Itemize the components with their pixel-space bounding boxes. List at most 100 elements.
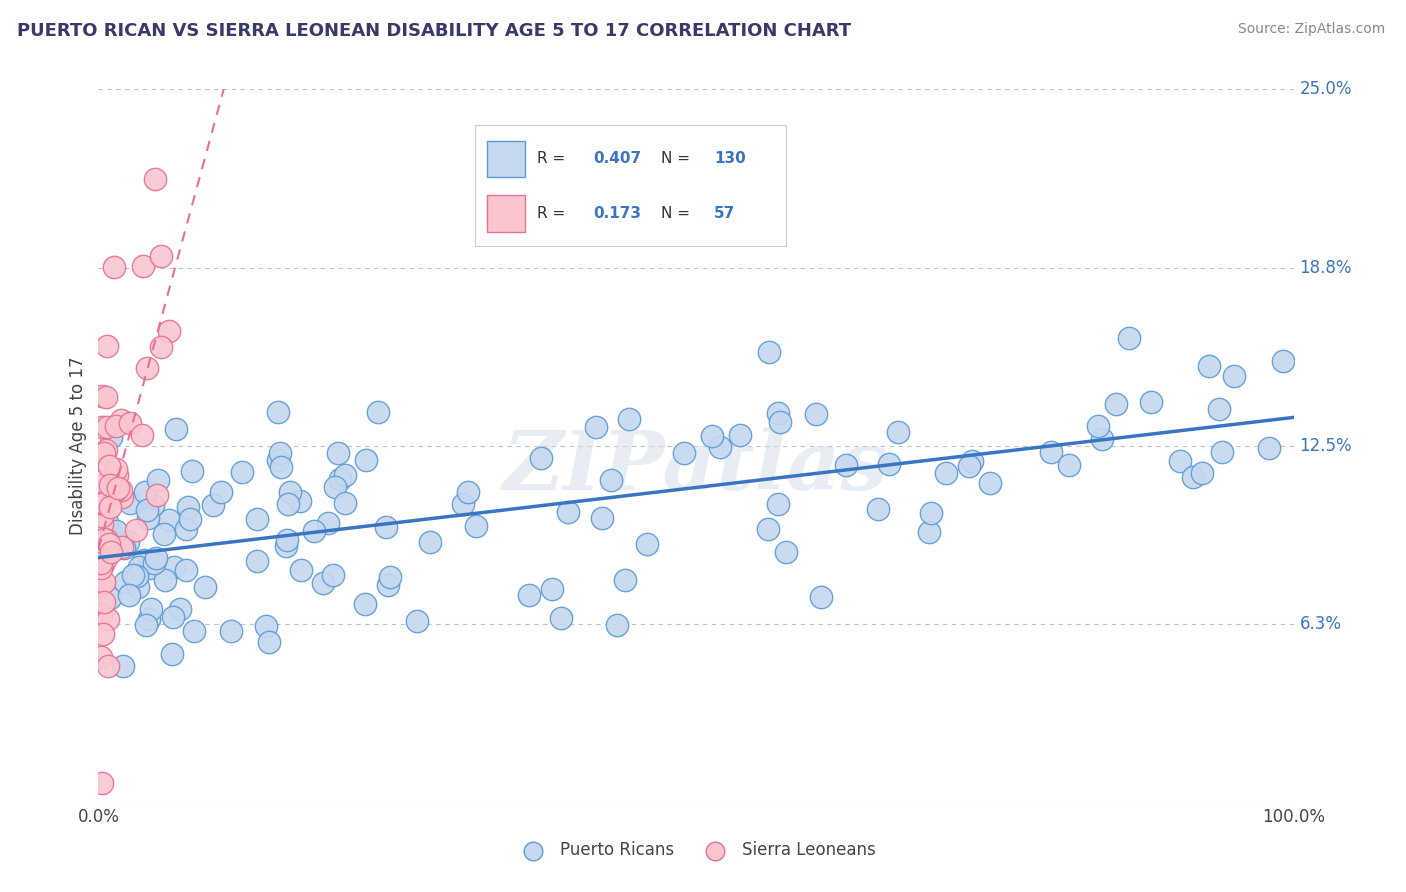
Point: [138, 561, 160, 575]
Point: [1057, 458, 1080, 473]
Point: [804, 407, 827, 421]
Point: [1272, 353, 1295, 368]
Point: [135, 618, 157, 632]
Point: [96, 516, 118, 530]
Point: [90, 389, 112, 403]
Point: [254, 619, 277, 633]
Point: [290, 563, 312, 577]
Point: [600, 473, 623, 487]
Point: [91, 627, 114, 641]
Point: [270, 459, 292, 474]
Point: [201, 498, 224, 512]
Point: [96, 339, 118, 353]
Point: [90, 508, 112, 523]
Point: [105, 467, 128, 482]
Point: [775, 544, 797, 558]
Text: PUERTO RICAN VS SIERRA LEONEAN DISABILITY AGE 5 TO 17 CORRELATION CHART: PUERTO RICAN VS SIERRA LEONEAN DISABILIT…: [17, 22, 851, 40]
Point: [1091, 432, 1114, 446]
Point: [219, 624, 242, 638]
Point: [96, 420, 118, 434]
Point: [419, 535, 441, 549]
Point: [93, 496, 115, 510]
Point: [90, 649, 112, 664]
Point: [174, 563, 197, 577]
Point: [1198, 359, 1220, 374]
Point: [94, 390, 117, 404]
Point: [1182, 470, 1205, 484]
Point: [90, 561, 112, 575]
Point: [550, 611, 572, 625]
Point: [181, 464, 204, 478]
Point: [672, 446, 695, 460]
Point: [111, 659, 134, 673]
Point: [530, 450, 553, 465]
Point: [405, 614, 427, 628]
Point: [194, 580, 217, 594]
Legend: Puerto Ricans, Sierra Leoneans: Puerto Ricans, Sierra Leoneans: [509, 835, 883, 866]
Point: [142, 498, 165, 512]
Point: [728, 428, 751, 442]
Point: [246, 554, 269, 568]
Point: [979, 475, 1001, 490]
Point: [377, 578, 399, 592]
Text: 18.8%: 18.8%: [1299, 259, 1353, 277]
Point: [98, 478, 121, 492]
Point: [304, 524, 326, 538]
Point: [91, 558, 114, 572]
Point: [209, 485, 232, 500]
Point: [157, 513, 180, 527]
Point: [231, 465, 253, 479]
Point: [457, 484, 479, 499]
Point: [290, 493, 312, 508]
Point: [100, 545, 122, 559]
Point: [585, 420, 607, 434]
Point: [163, 560, 186, 574]
Point: [134, 485, 156, 500]
Point: [90, 535, 112, 549]
Point: [104, 483, 127, 498]
Point: [155, 573, 177, 587]
Point: [246, 512, 269, 526]
Point: [378, 570, 401, 584]
Point: [1087, 418, 1109, 433]
Point: [160, 647, 183, 661]
Point: [591, 510, 613, 524]
Point: [957, 458, 980, 473]
Point: [259, 635, 281, 649]
Point: [169, 601, 191, 615]
Point: [100, 430, 122, 444]
Point: [769, 415, 792, 429]
Point: [758, 345, 780, 359]
Point: [375, 519, 398, 533]
Point: [1168, 454, 1191, 468]
Point: [89, 552, 111, 566]
Point: [146, 488, 169, 502]
Point: [329, 472, 352, 486]
Point: [145, 550, 167, 565]
Point: [112, 541, 135, 556]
Point: [322, 567, 344, 582]
Point: [148, 473, 170, 487]
Point: [104, 468, 127, 483]
Point: [105, 419, 128, 434]
Point: [136, 360, 159, 375]
Point: [960, 454, 983, 468]
Point: [125, 523, 148, 537]
Point: [619, 411, 641, 425]
Point: [766, 497, 789, 511]
Point: [756, 522, 779, 536]
Point: [105, 462, 128, 476]
Point: [136, 503, 159, 517]
Point: [766, 406, 789, 420]
Point: [700, 429, 723, 443]
Point: [91, 776, 114, 790]
Point: [1258, 442, 1281, 456]
Point: [451, 497, 474, 511]
Point: [138, 510, 160, 524]
Point: [1208, 402, 1230, 417]
Point: [91, 420, 114, 434]
Point: [90, 516, 112, 531]
Point: [127, 568, 149, 582]
Point: [97, 612, 120, 626]
Text: Source: ZipAtlas.com: Source: ZipAtlas.com: [1237, 22, 1385, 37]
